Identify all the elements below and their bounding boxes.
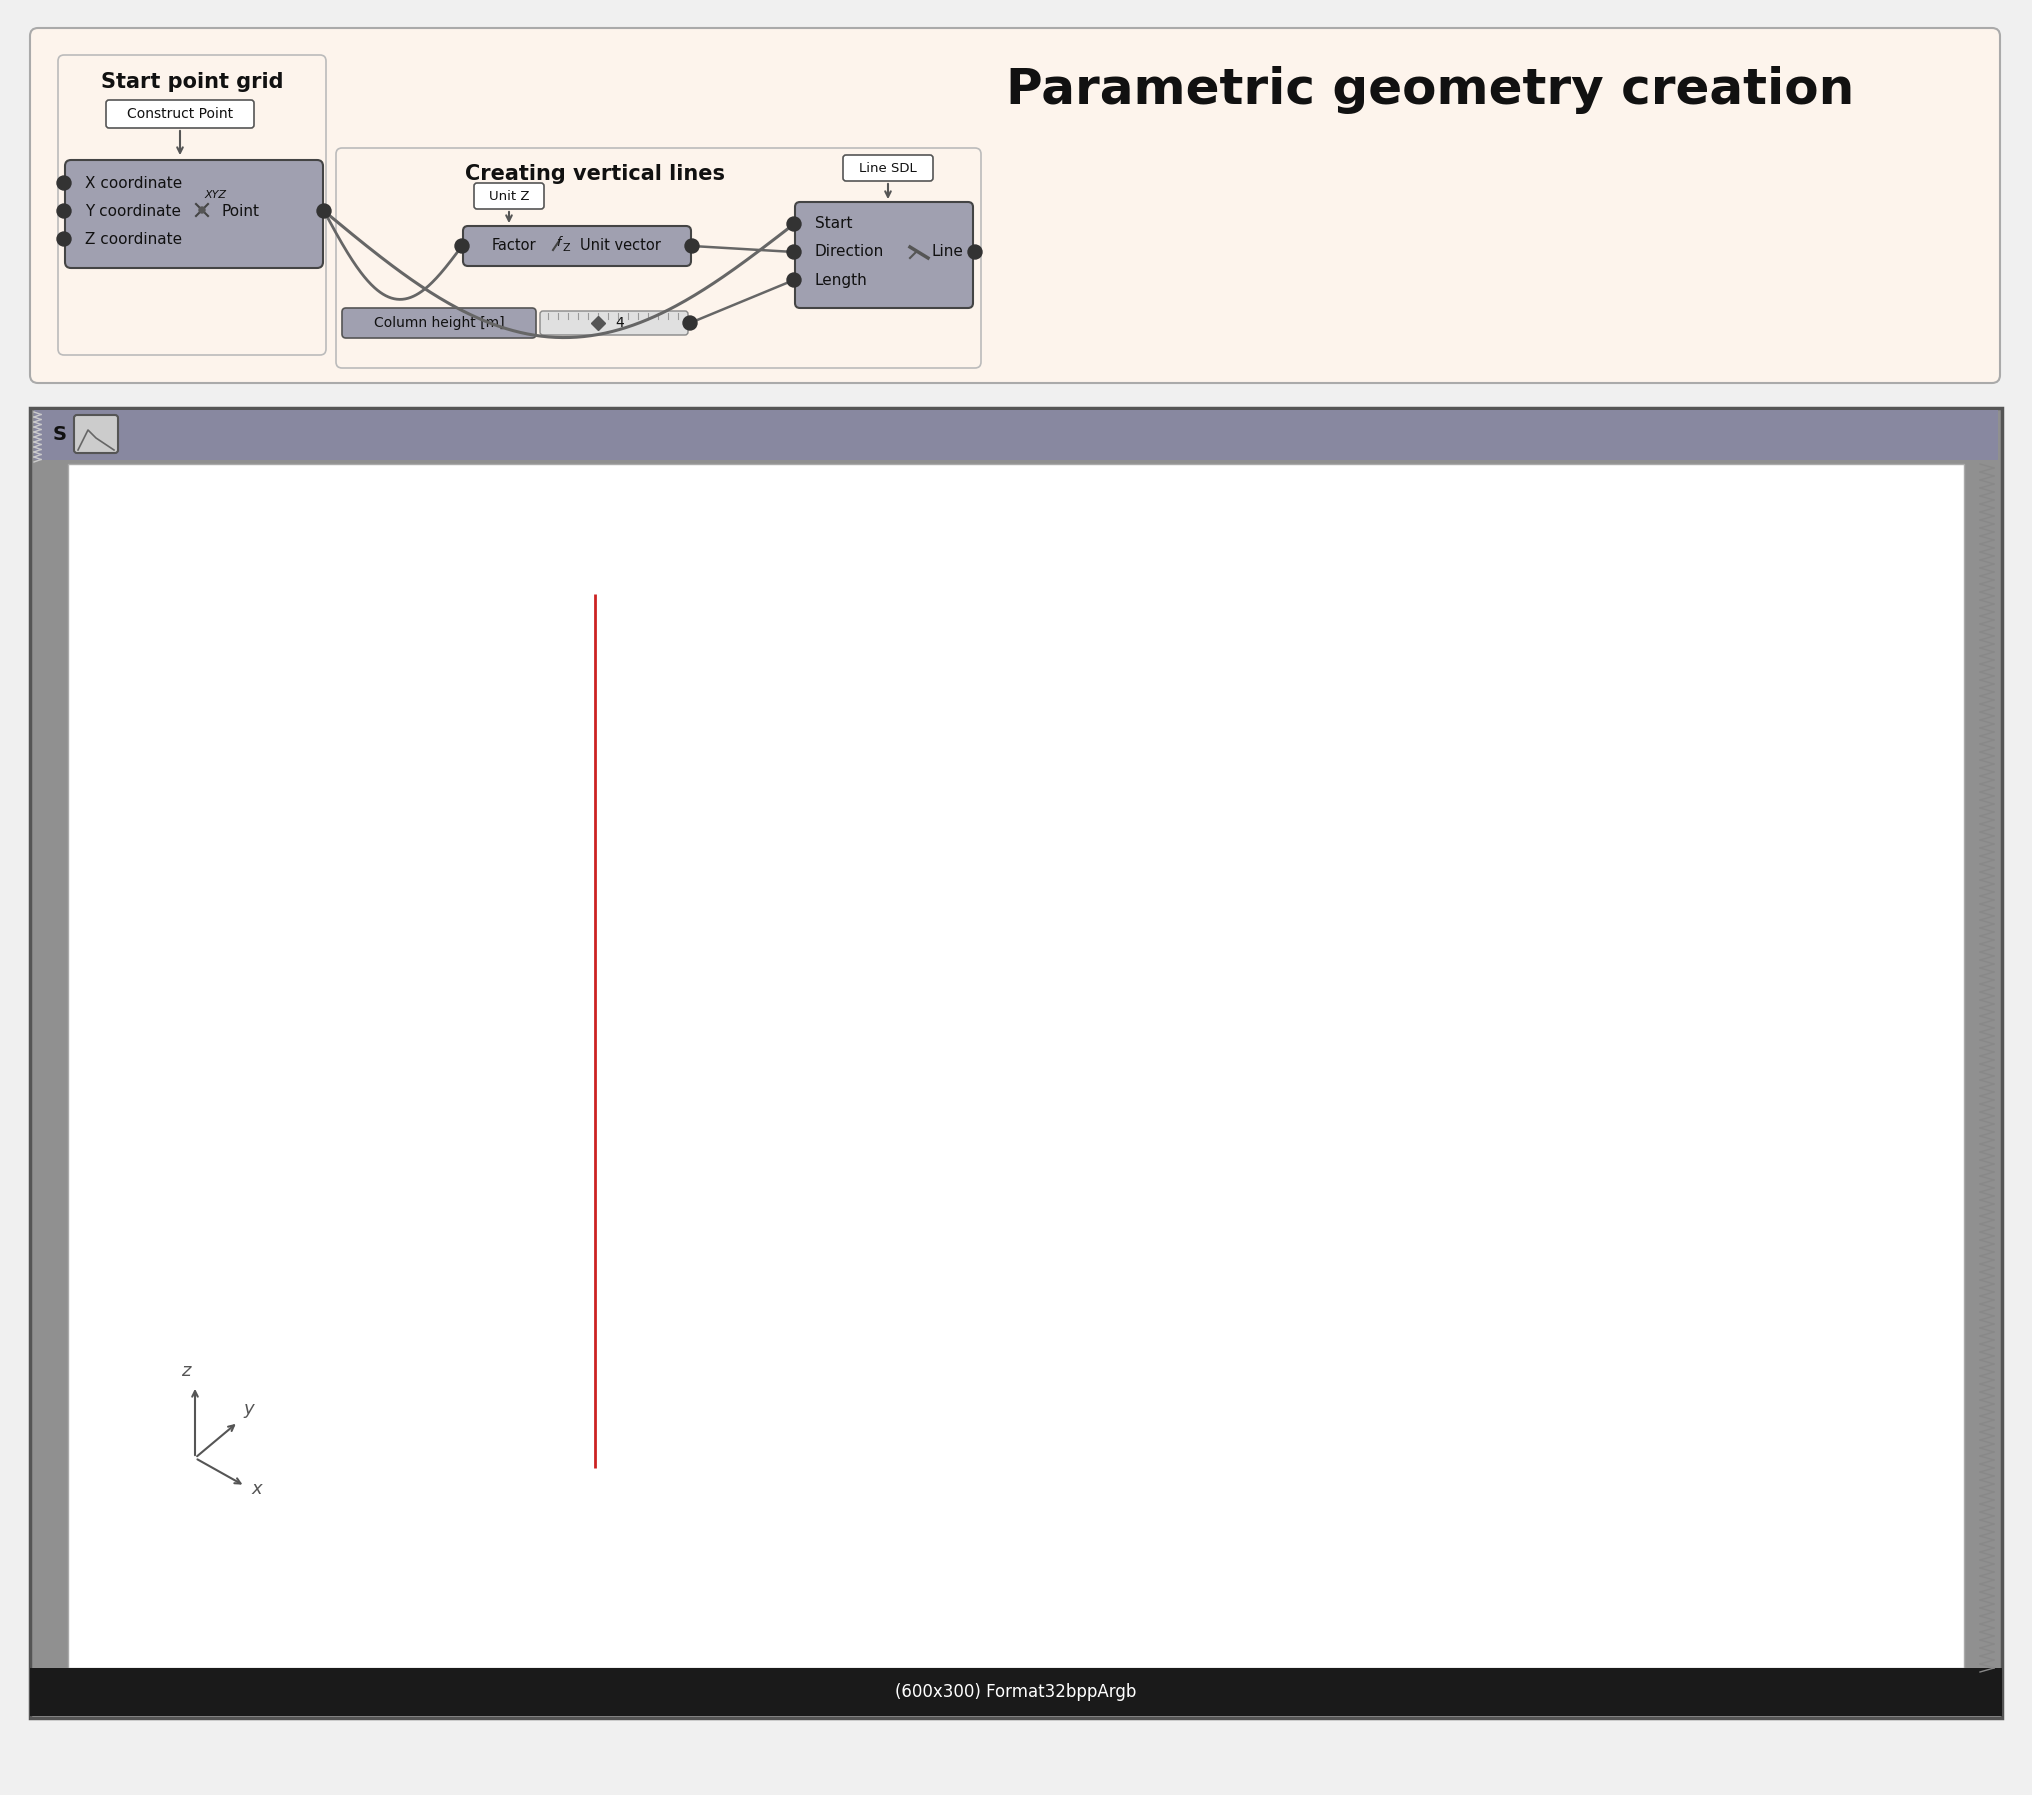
Circle shape [455, 239, 469, 253]
Text: f: f [555, 235, 561, 248]
Text: XYZ: XYZ [203, 190, 226, 199]
FancyBboxPatch shape [59, 56, 325, 355]
Text: Direction: Direction [815, 244, 884, 260]
Text: y: y [244, 1400, 254, 1418]
Circle shape [57, 205, 71, 217]
Text: Construct Point: Construct Point [126, 108, 234, 120]
Text: S: S [53, 425, 67, 445]
FancyBboxPatch shape [30, 29, 1999, 382]
Text: Z: Z [563, 242, 571, 253]
Circle shape [317, 205, 331, 217]
Circle shape [683, 316, 697, 330]
Bar [30, 407, 2002, 1718]
Text: Y coordinate: Y coordinate [85, 203, 181, 219]
Bar [35, 409, 1997, 460]
Circle shape [786, 273, 801, 287]
Text: Start: Start [815, 217, 851, 232]
Text: Z coordinate: Z coordinate [85, 232, 183, 246]
Circle shape [786, 244, 801, 258]
Text: Creating vertical lines: Creating vertical lines [465, 163, 725, 185]
Circle shape [57, 176, 71, 190]
FancyBboxPatch shape [65, 160, 323, 267]
Text: X coordinate: X coordinate [85, 176, 183, 190]
Bar [30, 1668, 2002, 1716]
Text: Factor: Factor [492, 239, 536, 253]
FancyBboxPatch shape [473, 183, 545, 208]
Text: Line: Line [931, 244, 963, 260]
Text: Column height [m]: Column height [m] [374, 316, 504, 330]
FancyBboxPatch shape [335, 147, 981, 368]
Text: z: z [181, 1362, 191, 1380]
Text: x: x [250, 1481, 262, 1499]
Circle shape [57, 232, 71, 246]
Text: Start point grid: Start point grid [102, 72, 282, 92]
FancyBboxPatch shape [843, 154, 933, 181]
FancyBboxPatch shape [73, 415, 118, 452]
Text: Parametric geometry creation: Parametric geometry creation [1006, 66, 1853, 115]
Text: Line SDL: Line SDL [860, 162, 916, 174]
Circle shape [685, 239, 699, 253]
FancyBboxPatch shape [341, 309, 536, 337]
Text: (600x300) Format32bppArgb: (600x300) Format32bppArgb [894, 1684, 1136, 1702]
Text: Unit Z: Unit Z [488, 190, 528, 203]
Bar [67, 463, 1963, 1668]
Circle shape [199, 206, 205, 214]
FancyBboxPatch shape [106, 101, 254, 127]
Text: Point: Point [221, 203, 260, 219]
FancyBboxPatch shape [541, 311, 687, 336]
Text: Length: Length [815, 273, 868, 287]
Circle shape [786, 217, 801, 232]
FancyBboxPatch shape [463, 226, 691, 266]
FancyBboxPatch shape [795, 203, 973, 309]
Text: Unit vector: Unit vector [579, 239, 660, 253]
Circle shape [967, 244, 981, 258]
Text: 4: 4 [616, 316, 624, 330]
